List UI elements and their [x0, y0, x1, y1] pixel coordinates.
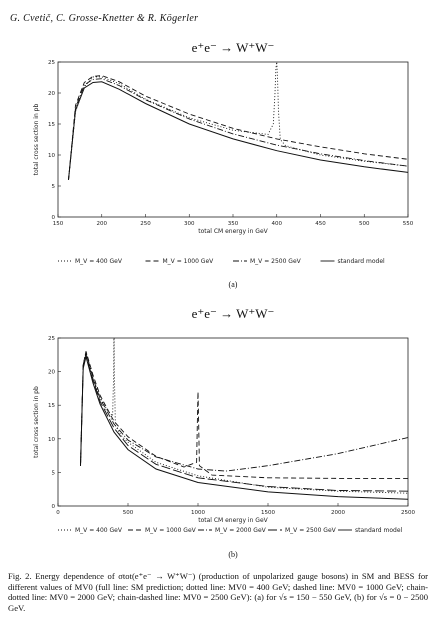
x-tick-label: 500 [359, 221, 370, 227]
chart-title: e⁺e⁻ → W⁺W⁻ [192, 40, 275, 55]
caption-fig-label: Fig. 2. [8, 571, 32, 581]
x-tick-label: 400 [272, 221, 283, 227]
series-line [80, 352, 408, 472]
series-line [68, 81, 408, 180]
y-tick-label: 10 [48, 437, 55, 443]
legend-label: M_V = 400 GeV [75, 527, 123, 534]
series-group [68, 62, 408, 180]
x-tick-label: 350 [228, 221, 239, 227]
y-tick-label: 20 [48, 370, 55, 376]
legend-label: M_V = 1000 GeV [163, 258, 215, 265]
series-line [80, 338, 408, 494]
legend-label: standard model [355, 527, 403, 534]
y-axis-label: total cross section in pb [33, 104, 40, 176]
x-tick-label: 2000 [331, 510, 345, 516]
series-line [80, 351, 408, 479]
legend-label: M_V = 2500 GeV [285, 527, 337, 534]
panel-label: (a) [229, 280, 238, 289]
series-line [80, 356, 408, 500]
x-tick-label: 200 [97, 221, 108, 227]
x-tick-label: 550 [403, 221, 414, 227]
chart-a: e⁺e⁻ → W⁺W⁻ 150 200 250 300 350 400 450 500 550 0 5… [33, 40, 414, 289]
y-tick-label: 5 [52, 470, 56, 476]
y-tick-label: 15 [48, 403, 55, 409]
x-tick-label: 500 [123, 510, 134, 516]
series-group [80, 338, 408, 500]
y-tick-label: 20 [48, 91, 55, 97]
x-tick-label: 450 [315, 221, 326, 227]
x-axis-label: total CM energy in GeV [198, 517, 268, 524]
x-tick-label: 1000 [191, 510, 205, 516]
x-tick-label: 150 [53, 221, 64, 227]
caption-text: Energy dependence of σtot(e⁺e⁻ → W⁺W⁻) (… [8, 571, 428, 613]
y-axis-label: total cross section in pb [33, 386, 40, 458]
y-tick-label: 25 [48, 60, 55, 66]
figure-caption: Fig. 2. Energy dependence of σtot(e⁺e⁻ →… [8, 571, 428, 613]
x-tick-label: 250 [140, 221, 151, 227]
series-line [68, 62, 408, 180]
series-line [68, 78, 408, 180]
y-tick-label: 5 [52, 184, 56, 190]
y-tick-label: 15 [48, 122, 55, 128]
y-tick-label: 0 [52, 504, 56, 510]
authors-header: G. Cvetič, C. Grosse-Knetter & R. Kögerl… [10, 13, 199, 24]
chart-b: e⁺e⁻ → W⁺W⁻ 0 500 1000 1500 2000 2500 0 5 10 15 20 2… [33, 306, 415, 559]
legend-label: M_V = 400 GeV [75, 258, 123, 265]
panel-label: (b) [228, 550, 238, 559]
x-tick-label: 1500 [261, 510, 275, 516]
legend-label: M_V = 1000 GeV [145, 527, 197, 534]
series-line [80, 353, 408, 492]
y-tick-label: 0 [52, 215, 56, 221]
x-tick-label: 0 [56, 510, 60, 516]
y-tick-label: 25 [48, 336, 55, 342]
legend-label: M_V = 2000 GeV [215, 527, 267, 534]
series-line [68, 75, 408, 180]
plot-frame [57, 337, 409, 507]
x-tick-label: 300 [184, 221, 195, 227]
x-axis-label: total CM energy in GeV [198, 228, 268, 235]
legend-label: standard model [338, 258, 386, 265]
chart-title: e⁺e⁻ → W⁺W⁻ [192, 306, 275, 321]
legend-label: M_V = 2500 GeV [250, 258, 302, 265]
x-tick-label: 2500 [401, 510, 415, 516]
y-tick-label: 10 [48, 153, 55, 159]
